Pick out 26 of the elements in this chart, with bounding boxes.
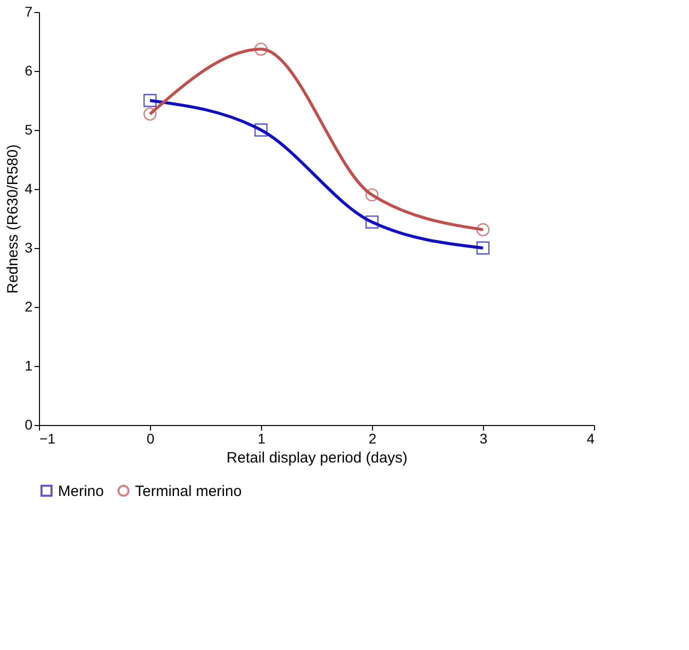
x-tick-label: 2 (368, 430, 377, 446)
point (254, 123, 268, 137)
legend-label: Terminal merino (135, 482, 242, 500)
point (365, 188, 379, 202)
point (476, 241, 490, 255)
x-tick-label: 1 (258, 430, 266, 446)
x-axis-title: Retail display period (days) (226, 450, 408, 466)
y-tick-label: 4 (24, 180, 33, 196)
legend-label: Merino (58, 482, 104, 500)
x-tick-label: −1 (40, 430, 56, 446)
point (365, 215, 379, 229)
point (476, 223, 490, 236)
x-tick-label: 4 (586, 430, 595, 446)
y-axis-title: Redness (R630/R580) (4, 144, 22, 294)
y-tick-label: 2 (24, 298, 33, 314)
y-tick-label: 5 (24, 122, 33, 138)
point (143, 108, 157, 121)
y-tick-label: 0 (24, 416, 33, 432)
x-tick-label: 0 (146, 430, 155, 446)
y-tick-label: 6 (24, 62, 33, 78)
point (254, 42, 268, 56)
y-tick-label: 1 (24, 358, 33, 374)
point (143, 94, 157, 108)
x-tick-label: 3 (480, 430, 488, 446)
y-tick-label: 7 (24, 4, 33, 20)
y-tick-label: 3 (24, 240, 33, 256)
